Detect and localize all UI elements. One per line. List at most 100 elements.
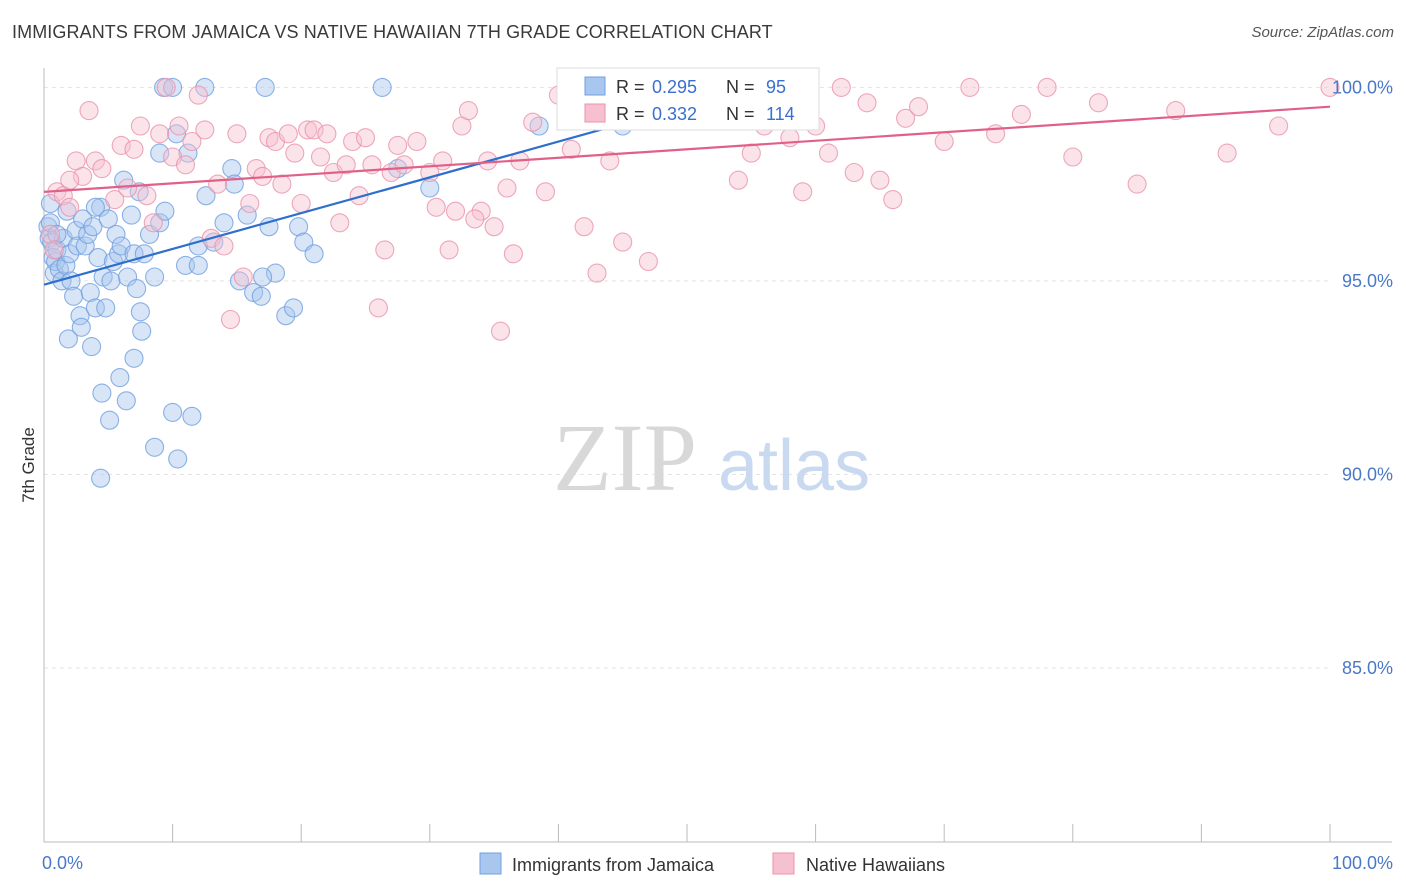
y-tick-label-0: 85.0%: [1342, 658, 1393, 678]
point-jamaica-15: [64, 286, 84, 306]
point-hawaiian-102: [960, 77, 980, 97]
chart-title: IMMIGRANTS FROM JAMAICA VS NATIVE HAWAII…: [12, 22, 773, 42]
y-tick-labels: 85.0% 90.0% 95.0% 100.0%: [1332, 77, 1393, 678]
point-hawaiian-42: [317, 124, 337, 144]
point-hawaiian-73: [561, 139, 581, 159]
point-jamaica-33: [109, 244, 129, 264]
y-tick-label-2: 95.0%: [1342, 271, 1393, 291]
point-hawaiian-104: [1011, 104, 1031, 124]
point-hawaiian-96: [857, 93, 877, 113]
point-hawaiian-47: [349, 186, 369, 206]
point-hawaiian-91: [793, 182, 813, 202]
point-jamaica-30: [101, 271, 121, 291]
point-hawaiian-7: [79, 101, 99, 121]
point-hawaiian-28: [227, 124, 247, 144]
point-hawaiian-106: [1063, 147, 1083, 167]
point-jamaica-44: [145, 267, 165, 287]
point-jamaica-28: [96, 298, 116, 318]
point-jamaica-48: [168, 449, 188, 469]
point-hawaiian-1: [44, 240, 64, 260]
point-hawaiian-51: [375, 240, 395, 260]
stats-legend: R = 0.295 N = 95 R = 0.332 N = 114: [556, 67, 820, 131]
point-hawaiian-44: [330, 213, 350, 233]
point-hawaiian-39: [298, 120, 318, 140]
point-hawaiian-101: [934, 131, 954, 152]
point-hawaiian-11: [111, 135, 131, 155]
point-hawaiian-30: [240, 193, 260, 214]
watermark: ZIP atlas: [553, 404, 870, 511]
point-hawaiian-35: [272, 174, 292, 194]
point-hawaiian-10: [105, 190, 125, 210]
y-axis-title: 7th Grade: [19, 427, 38, 503]
point-hawaiian-58: [433, 151, 453, 171]
point-hawaiian-105: [1037, 77, 1057, 97]
point-jamaica-54: [214, 213, 234, 233]
point-hawaiian-60: [445, 201, 466, 221]
trend-line-hawaiian: [43, 105, 1331, 193]
trend-lines: [43, 105, 1331, 286]
point-hawaiian-67: [497, 178, 517, 198]
point-jamaica-73: [116, 391, 136, 411]
point-hawaiian-115: [465, 209, 485, 229]
point-jamaica-32: [106, 224, 126, 244]
point-jamaica-81: [255, 77, 275, 97]
point-hawaiian-113: [60, 170, 80, 190]
watermark-atlas: atlas: [718, 426, 870, 506]
legend-swatch-hawaiian: [772, 852, 795, 875]
point-hawaiian-41: [310, 147, 331, 167]
point-hawaiian-55: [407, 131, 427, 152]
point-jamaica-93: [85, 197, 105, 217]
stats-n-label-2: N =: [726, 104, 755, 124]
point-hawaiian-98: [883, 190, 903, 210]
point-hawaiian-37: [285, 143, 305, 163]
point-hawaiian-8: [85, 151, 105, 171]
point-hawaiian-50: [368, 298, 388, 318]
point-jamaica-68: [71, 317, 91, 337]
point-jamaica-72: [110, 368, 130, 388]
stats-n-value-2: 114: [766, 104, 795, 124]
point-hawaiian-48: [355, 128, 376, 148]
point-hawaiian-108: [1127, 174, 1147, 194]
point-hawaiian-77: [613, 232, 633, 252]
point-hawaiian-94: [831, 77, 851, 97]
point-jamaica-75: [124, 348, 144, 368]
point-hawaiian-27: [220, 309, 241, 330]
point-jamaica-77: [145, 437, 165, 457]
stats-r-value-2: 0.332: [652, 104, 697, 124]
point-jamaica-41: [132, 321, 152, 341]
point-hawaiian-46: [343, 131, 363, 152]
point-jamaica-70: [92, 383, 112, 403]
point-hawaiian-9: [92, 159, 112, 179]
point-jamaica-82: [372, 77, 392, 97]
point-hawaiian-12: [118, 178, 138, 198]
point-hawaiian-75: [587, 263, 607, 283]
stats-swatch-hawaiian: [584, 103, 606, 123]
point-hawaiian-45: [336, 155, 356, 175]
point-hawaiian-62: [458, 101, 478, 121]
point-jamaica-79: [163, 77, 183, 97]
point-hawaiian-53: [388, 135, 408, 155]
point-hawaiian-76: [600, 151, 620, 171]
point-hawaiian-19: [169, 116, 189, 136]
point-hawaiian-63: [471, 201, 491, 221]
point-jamaica-67: [58, 329, 78, 349]
point-jamaica-50: [182, 406, 202, 426]
source-label: Source: ZipAtlas.com: [1251, 24, 1394, 41]
point-jamaica-13: [60, 244, 80, 264]
point-jamaica-87: [420, 178, 440, 198]
point-hawaiian-0: [40, 224, 60, 244]
point-hawaiian-99: [896, 108, 916, 128]
point-hawaiian-114: [130, 116, 150, 136]
x-tick-labels: 0.0% 100.0%: [42, 853, 1393, 873]
point-hawaiian-68: [503, 244, 523, 264]
stats-r-label-2: R =: [616, 104, 645, 124]
point-jamaica-80: [195, 77, 215, 97]
point-jamaica-94: [47, 224, 67, 244]
point-hawaiian-70: [523, 112, 543, 132]
point-hawaiian-79: [638, 251, 658, 272]
point-jamaica-71: [100, 410, 120, 430]
stats-r-label-1: R =: [616, 77, 645, 97]
point-hawaiian-22: [188, 85, 208, 105]
point-hawaiian-17: [156, 77, 176, 97]
point-hawaiian-40: [304, 120, 324, 140]
